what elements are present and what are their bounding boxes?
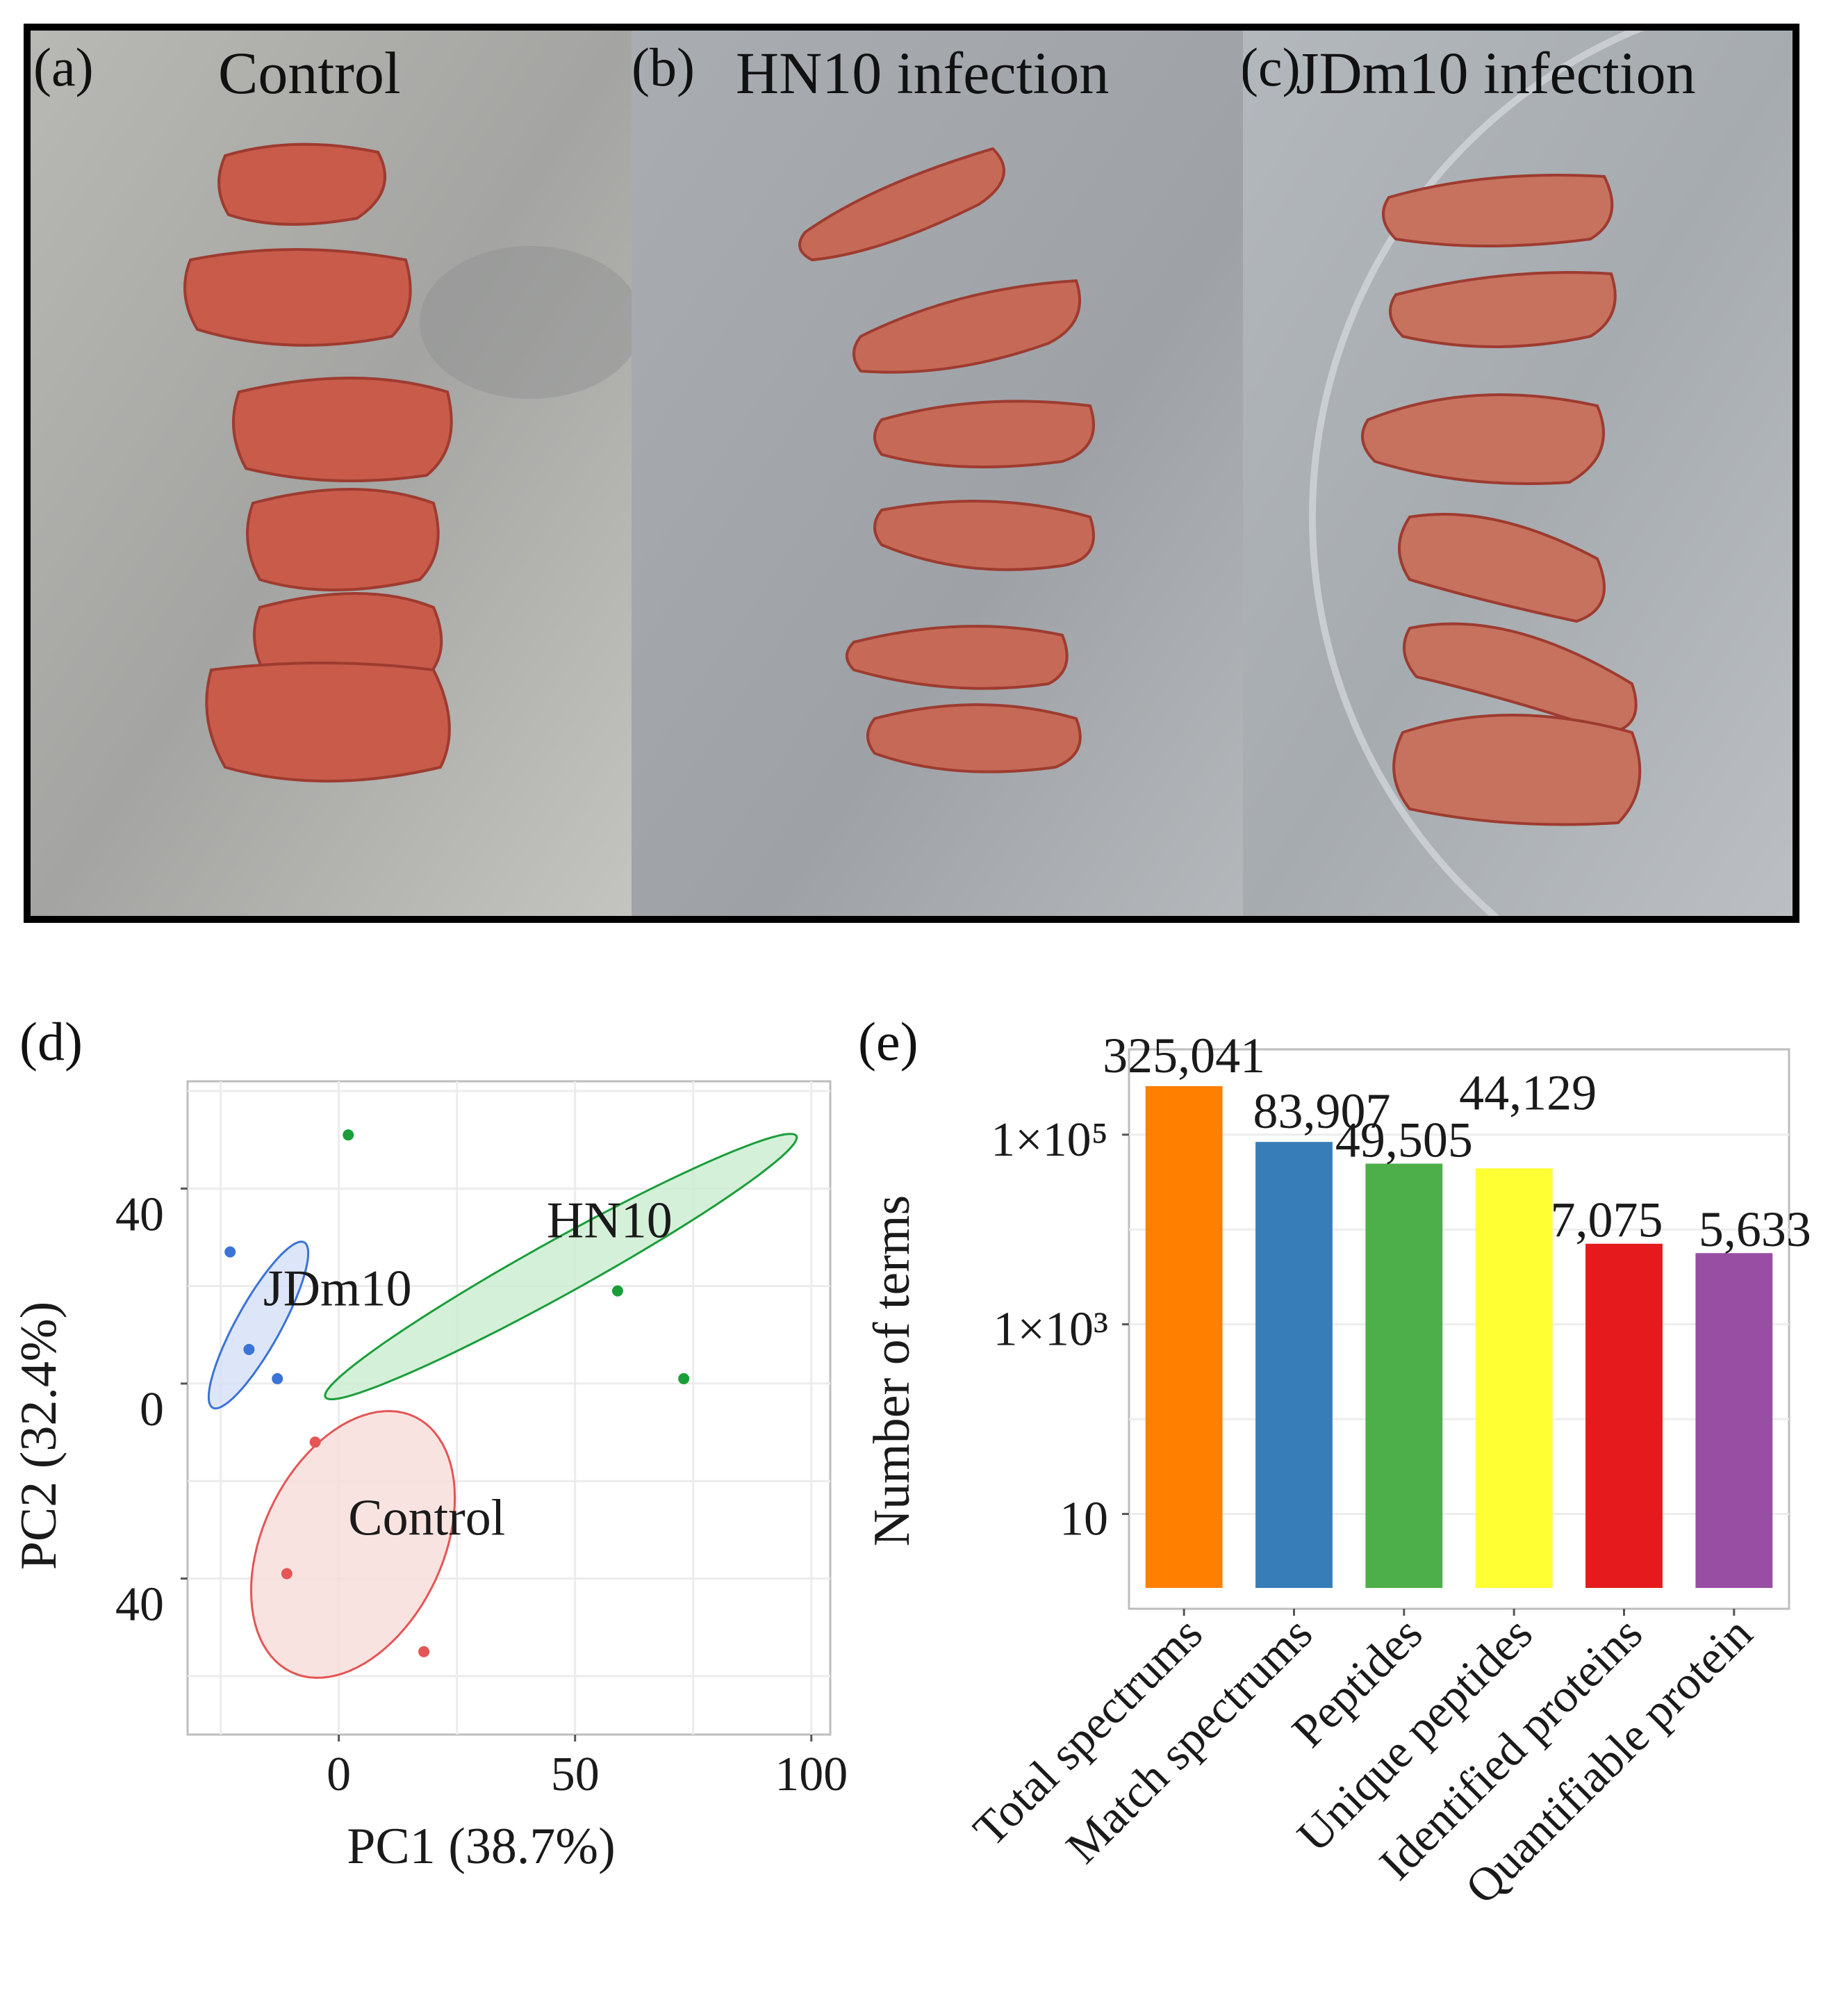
panel-letter-b: (b) <box>632 37 695 97</box>
pca-group-label-jdm10: JDm10 <box>263 1261 412 1318</box>
jdm10-intestine-photo <box>1243 31 1793 916</box>
intestine-segment <box>205 662 451 782</box>
bar <box>1585 1243 1663 1588</box>
intestine-segment <box>1398 513 1606 623</box>
intestine-segment <box>1382 174 1614 247</box>
photo-strip: (a) Control (b) HN10 infection <box>24 24 1799 923</box>
pca-y-tick-label: 40 <box>115 1578 164 1632</box>
bar-value-label: 44,129 <box>1459 1065 1597 1120</box>
pca-point-hn10 <box>611 1285 623 1297</box>
bar-value-label: 7,075 <box>1551 1193 1663 1248</box>
pca-point-control <box>309 1436 321 1448</box>
bar-y-ticks: 10 1×10³ 1×10⁵ <box>991 1113 1129 1546</box>
panel-title-hn10: HN10 infection <box>736 40 1110 106</box>
pca-points <box>224 1129 690 1657</box>
pca-x-tick-label: 50 <box>551 1748 600 1801</box>
bar-value-label: 83,907 <box>1253 1083 1391 1139</box>
bar-y-tick-label: 1×10⁵ <box>991 1113 1108 1167</box>
intestine-segment <box>232 377 453 482</box>
bar-value-label: 5,633 <box>1699 1202 1811 1257</box>
panel-title-jdm10: JDm10 infection <box>1296 40 1696 106</box>
pca-point-jdm10 <box>224 1246 236 1258</box>
bar-y-axis-label: Number of terms <box>864 1195 921 1547</box>
bar-value-label: 49,505 <box>1335 1112 1473 1167</box>
pca-y-axis-label: PC2 (32.4%) <box>10 1302 67 1570</box>
bar-series <box>1145 1085 1773 1588</box>
intestine-segment <box>1389 271 1617 348</box>
pca-scatter-plot: 0 50 100 40 0 40 HN10 JDm10 Control PC1 (38.7… <box>10 1080 848 1875</box>
photo-panel-hn10: (b) HN10 infection <box>632 31 1243 916</box>
panel-letter-e: (e) <box>858 1011 918 1072</box>
pca-point-hn10 <box>678 1372 690 1384</box>
intestine-segment <box>846 625 1069 690</box>
intestine-segment <box>183 248 412 347</box>
intestine-segment <box>866 703 1082 773</box>
pca-ellipse-hn10 <box>324 1133 798 1401</box>
bar-plot-frame <box>1128 1048 1790 1610</box>
hn10-intestine-photo <box>632 31 1243 916</box>
photo-panel-jdm10: (c) JDm10 infection <box>1243 31 1793 916</box>
pca-x-axis-label: PC1 (38.7%) <box>347 1818 615 1875</box>
intestine-segment <box>1392 714 1642 826</box>
pca-point-jdm10 <box>272 1372 283 1384</box>
photo-panel-control: (a) Control <box>31 31 632 916</box>
pca-point-hn10 <box>343 1129 354 1141</box>
panel-letter-d: (d) <box>19 1011 83 1072</box>
pca-point-jdm10 <box>243 1343 255 1355</box>
bar <box>1695 1253 1773 1588</box>
pca-y-tick-label: 0 <box>140 1383 164 1436</box>
bar-y-tick-label: 1×10³ <box>994 1303 1108 1357</box>
control-intestine-photo <box>31 31 632 916</box>
bar <box>1475 1168 1553 1588</box>
bar-y-tick-label: 10 <box>1060 1493 1108 1546</box>
panel-title-control: Control <box>218 40 401 106</box>
intestine-segment <box>873 500 1095 571</box>
intestine-segment <box>852 279 1081 374</box>
intestine-segment <box>873 400 1095 468</box>
bar-value-label: 325,041 <box>1103 1028 1265 1083</box>
pca-ticks: 0 50 100 40 0 40 <box>115 1187 848 1801</box>
bar-gridlines <box>1129 1133 1789 1516</box>
pca-group-label-hn10: HN10 <box>547 1192 673 1249</box>
bar <box>1365 1163 1443 1588</box>
pca-x-tick-label: 0 <box>327 1748 351 1801</box>
panel-letter-c: (c) <box>1243 37 1301 97</box>
pca-group-label-control: Control <box>348 1489 505 1546</box>
bar <box>1255 1142 1333 1588</box>
panel-letter-a: (a) <box>33 37 94 97</box>
pca-y-tick-label: 40 <box>115 1188 164 1241</box>
intestine-segment <box>246 488 440 591</box>
pca-x-tick-label: 100 <box>775 1748 848 1801</box>
pca-ellipse-jdm10 <box>207 1240 310 1410</box>
pca-ellipses <box>207 1133 798 1679</box>
intestine-segment <box>1361 393 1605 485</box>
bar <box>1145 1085 1223 1588</box>
intestine-segment <box>798 147 1005 262</box>
intestine-segment <box>217 142 386 226</box>
pca-point-control <box>418 1646 430 1657</box>
pca-point-control <box>281 1568 292 1580</box>
